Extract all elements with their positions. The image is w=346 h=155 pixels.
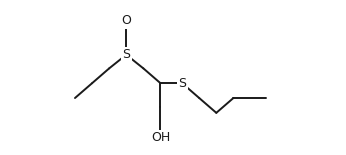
- Text: O: O: [121, 14, 131, 27]
- Text: OH: OH: [151, 131, 170, 144]
- Text: S: S: [178, 77, 186, 90]
- Text: S: S: [122, 48, 130, 61]
